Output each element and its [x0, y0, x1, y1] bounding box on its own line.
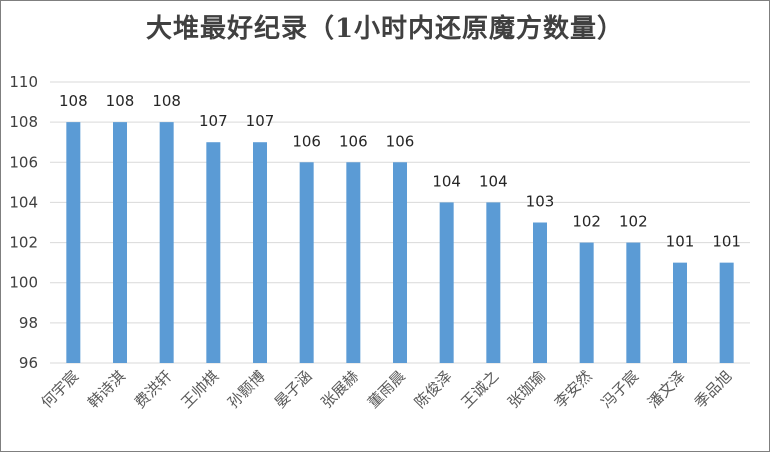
bar — [299, 162, 314, 363]
bar — [393, 162, 407, 363]
data-label: 102 — [619, 213, 648, 231]
data-label: 107 — [246, 112, 275, 130]
y-tick-label: 102 — [9, 234, 38, 252]
y-tick-label: 96 — [19, 354, 38, 372]
bar — [719, 262, 734, 363]
y-tick-label: 104 — [9, 193, 38, 211]
y-tick-label: 100 — [9, 274, 38, 292]
data-label: 104 — [479, 172, 508, 190]
bar — [66, 122, 81, 364]
data-label: 103 — [526, 193, 555, 211]
x-category-label: 陈俊泽 — [411, 367, 456, 412]
data-label: 102 — [572, 213, 601, 231]
chart-title: 大堆最好纪录（1小时内还原魔方数量） — [145, 14, 625, 44]
y-tick-label: 98 — [19, 314, 38, 332]
bar — [346, 162, 361, 363]
data-label: 108 — [152, 92, 181, 110]
data-label: 106 — [292, 132, 321, 150]
data-label: 108 — [106, 92, 135, 110]
x-category-label: 潘文泽 — [644, 367, 689, 412]
y-tick-label: 108 — [9, 113, 38, 131]
bar — [486, 202, 501, 363]
x-category-label: 张珈瑜 — [504, 367, 549, 412]
x-category-label: 费洪轩 — [131, 367, 176, 412]
bar — [533, 222, 547, 363]
x-category-label: 王诚之 — [458, 367, 503, 412]
bar — [579, 242, 594, 363]
x-category-label: 孙颢博 — [224, 367, 269, 412]
bar — [206, 142, 221, 363]
bar — [113, 122, 127, 364]
x-category-label: 张展赫 — [318, 367, 363, 412]
y-tick-label: 106 — [9, 153, 38, 171]
y-tick-label: 110 — [9, 73, 38, 91]
data-label: 106 — [339, 132, 368, 150]
bar — [159, 122, 174, 364]
x-category-label: 王帅棋 — [178, 367, 223, 412]
data-label: 108 — [59, 92, 88, 110]
x-category-label: 李安然 — [551, 367, 596, 412]
data-label: 107 — [199, 112, 228, 130]
x-category-label: 董雨晨 — [364, 367, 409, 412]
bar — [439, 202, 454, 363]
x-category-label: 韩诗淇 — [84, 367, 129, 412]
data-label: 106 — [386, 132, 415, 150]
x-category-label: 何宇宸 — [38, 367, 83, 412]
x-category-label: 冯子宸 — [598, 367, 643, 412]
data-label: 101 — [666, 233, 695, 251]
x-category-label: 季品旭 — [691, 367, 736, 412]
bar — [253, 142, 267, 363]
bar — [673, 262, 687, 363]
data-label: 104 — [432, 172, 461, 190]
bar — [626, 242, 641, 363]
x-category-label: 晏子涵 — [271, 367, 316, 412]
data-label: 101 — [712, 233, 741, 251]
